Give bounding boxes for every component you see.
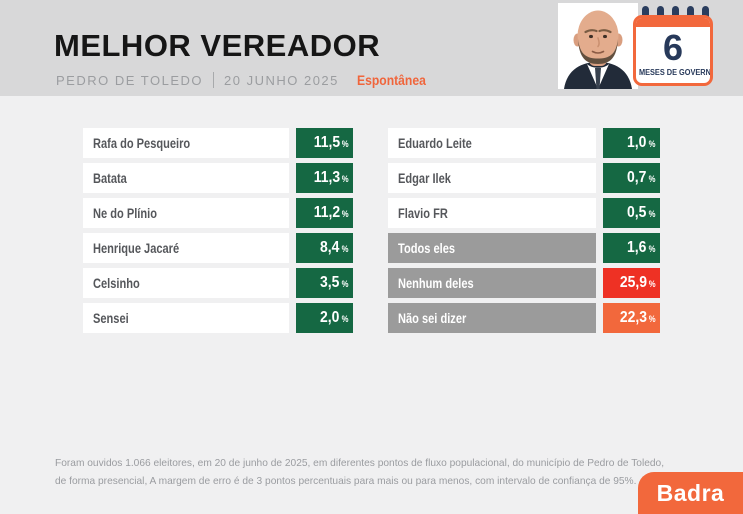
candidate-name-box: Celsinho	[83, 268, 289, 298]
option-name: Não sei dizer	[398, 310, 467, 326]
percent-sign: %	[648, 314, 656, 324]
option-name: Nenhum deles	[398, 275, 474, 291]
percent-value: 1,6%	[627, 239, 656, 256]
percent-value: 2,0%	[320, 309, 349, 326]
percent-badge: 11,5%	[296, 128, 353, 158]
percent-sign: %	[341, 244, 349, 254]
percent-badge: 22,3%	[603, 303, 660, 333]
survey-type-tag: Espontânea	[356, 72, 426, 88]
percent-sign: %	[648, 279, 656, 289]
candidate-name-box: Henrique Jacaré	[83, 233, 289, 263]
result-row: Edgar Ilek 0,7%	[388, 163, 660, 193]
percent-value: 0,7%	[627, 169, 656, 186]
politician-portrait	[558, 3, 638, 89]
candidate-name: Flavio FR	[398, 205, 448, 221]
calendar-icon: 6 MESES DE GOVERNO	[633, 15, 713, 86]
percent-badge: 11,2%	[296, 198, 353, 228]
candidate-name-box: Rafa do Pesqueiro	[83, 128, 289, 158]
percent-value: 8,4%	[320, 239, 349, 256]
percent-value: 11,3%	[313, 169, 349, 186]
result-row: Ne do Plínio 11,2%	[83, 198, 353, 228]
percent-value: 1,0%	[627, 134, 656, 151]
candidate-name-box: Edgar Ilek	[388, 163, 596, 193]
percent-sign: %	[341, 279, 349, 289]
candidate-name: Rafa do Pesqueiro	[93, 135, 191, 151]
calendar-ring-icon	[687, 6, 694, 23]
percent-badge: 3,5%	[296, 268, 353, 298]
candidate-name: Celsinho	[93, 275, 140, 291]
calendar-ring-icon	[702, 6, 709, 23]
result-row: Henrique Jacaré 8,4%	[83, 233, 353, 263]
candidate-name-box: Eduardo Leite	[388, 128, 596, 158]
results-column-right: Eduardo Leite 1,0% Edgar Ilek 0,7% Flavi…	[388, 128, 660, 333]
percent-value: 25,9%	[619, 274, 656, 291]
candidate-name: Edgar Ilek	[398, 170, 451, 186]
result-row: Flavio FR 0,5%	[388, 198, 660, 228]
result-row: Todos eles 1,6%	[388, 233, 660, 263]
percent-badge: 0,5%	[603, 198, 660, 228]
calendar-ring-icon	[657, 6, 664, 23]
candidate-name-box: Ne do Plínio	[83, 198, 289, 228]
option-name-box: Nenhum deles	[388, 268, 596, 298]
percent-sign: %	[648, 244, 656, 254]
result-row: Nenhum deles 25,9%	[388, 268, 660, 298]
candidate-name-box: Flavio FR	[388, 198, 596, 228]
percent-badge: 25,9%	[603, 268, 660, 298]
calendar-top-band	[636, 18, 710, 27]
percent-badge: 11,3%	[296, 163, 353, 193]
percent-sign: %	[648, 139, 656, 149]
option-name: Todos eles	[398, 240, 456, 256]
percent-sign: %	[341, 314, 349, 324]
result-row: Eduardo Leite 1,0%	[388, 128, 660, 158]
subtitle-date: 20 JUNHO 2025	[224, 72, 339, 88]
candidate-name-box: Sensei	[83, 303, 289, 333]
results-column-left: Rafa do Pesqueiro 11,5% Batata 11,3% Ne …	[83, 128, 353, 333]
result-row: Sensei 2,0%	[83, 303, 353, 333]
result-row: Batata 11,3%	[83, 163, 353, 193]
badra-logo: Badra	[638, 472, 743, 514]
percent-sign: %	[341, 209, 349, 219]
calendar-ring-icon	[672, 6, 679, 23]
candidate-name: Henrique Jacaré	[93, 240, 180, 256]
percent-value: 3,5%	[320, 274, 349, 291]
option-name-box: Não sei dizer	[388, 303, 596, 333]
percent-badge: 1,0%	[603, 128, 660, 158]
portrait-illustration	[558, 3, 638, 89]
percent-sign: %	[341, 174, 349, 184]
percent-badge: 2,0%	[296, 303, 353, 333]
candidate-name: Sensei	[93, 310, 129, 326]
option-name-box: Todos eles	[388, 233, 596, 263]
percent-sign: %	[648, 174, 656, 184]
result-row: Não sei dizer 22,3%	[388, 303, 660, 333]
months-number: 6	[662, 27, 684, 68]
badra-logo-text: Badra	[656, 479, 725, 506]
subtitle-divider	[213, 72, 214, 88]
result-row: Rafa do Pesqueiro 11,5%	[83, 128, 353, 158]
candidate-name: Eduardo Leite	[398, 135, 472, 151]
subtitle: PEDRO DE TOLEDO 20 JUNHO 2025 Espontânea	[56, 72, 433, 88]
percent-value: 22,3%	[619, 309, 656, 326]
candidate-name: Ne do Plínio	[93, 205, 157, 221]
result-row: Celsinho 3,5%	[83, 268, 353, 298]
methodology-note: Foram ouvidos 1.066 eleitores, em 20 de …	[55, 455, 665, 490]
percent-badge: 8,4%	[296, 233, 353, 263]
percent-badge: 1,6%	[603, 233, 660, 263]
percent-value: 11,5%	[313, 134, 349, 151]
calendar-ring-icon	[642, 6, 649, 23]
months-label: MESES DE GOVERNO	[638, 68, 713, 77]
percent-badge: 0,7%	[603, 163, 660, 193]
methodology-line-2: de forma presencial, A margem de erro é …	[55, 474, 637, 487]
header: MELHOR VEREADOR PEDRO DE TOLEDO 20 JUNHO…	[0, 0, 743, 96]
percent-value: 11,2%	[313, 204, 349, 221]
percent-sign: %	[648, 209, 656, 219]
candidate-name: Batata	[93, 170, 127, 186]
candidate-name-box: Batata	[83, 163, 289, 193]
page-title: MELHOR VEREADOR	[54, 28, 381, 63]
percent-sign: %	[341, 139, 349, 149]
percent-value: 0,5%	[627, 204, 656, 221]
calendar-badge: 6 MESES DE GOVERNO	[633, 6, 713, 86]
methodology-line-1: Foram ouvidos 1.066 eleitores, em 20 de …	[55, 457, 665, 469]
subtitle-location: PEDRO DE TOLEDO	[56, 72, 203, 88]
